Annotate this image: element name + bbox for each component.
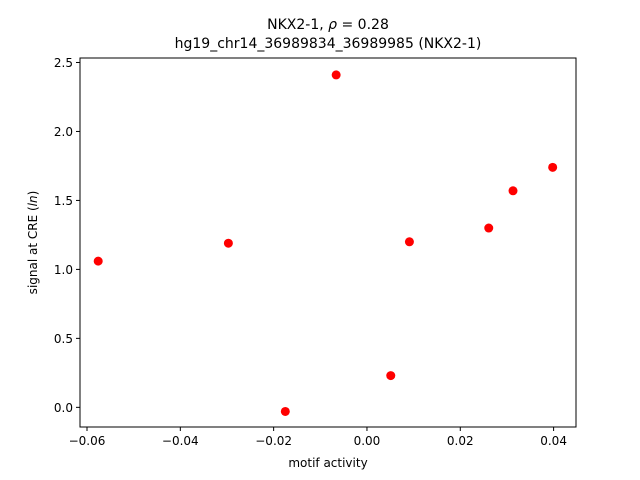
x-tick-label: −0.06 xyxy=(69,434,106,448)
scatter-point xyxy=(280,406,290,416)
y-tick-label: 1.0 xyxy=(54,263,73,277)
scatter-point xyxy=(548,162,558,172)
y-tick-label: 0.0 xyxy=(54,401,73,415)
plot-area: −0.06 −0.04 −0.02 0.00 0.02 0.04 0.0 0.5 1.0 1.5 2… xyxy=(54,56,567,448)
x-tick-label: 0.00 xyxy=(354,434,381,448)
scatter-point xyxy=(386,371,396,381)
scatter-point xyxy=(404,237,414,247)
scatter-point xyxy=(223,238,233,248)
x-axis-label: motif activity xyxy=(288,456,367,470)
scatter-point xyxy=(331,70,341,80)
x-tick-label: 0.02 xyxy=(447,434,474,448)
x-tick-label: −0.02 xyxy=(255,434,292,448)
scatter-point xyxy=(484,223,494,233)
y-tick-label: 2.0 xyxy=(54,125,73,139)
chart-title-line2: hg19_chr14_36989834_36989985 (NKX2-1) xyxy=(175,36,482,52)
y-axis-label: signal at CRE (ln) xyxy=(26,191,40,295)
x-tick-label: −0.04 xyxy=(162,434,199,448)
x-tick-label: 0.04 xyxy=(540,434,567,448)
y-tick-label: 1.5 xyxy=(54,194,73,208)
scatter-point xyxy=(93,256,103,266)
y-tick-label: 2.5 xyxy=(54,56,73,70)
y-tick-label: 0.5 xyxy=(54,332,73,346)
scatter-point xyxy=(508,186,518,196)
chart-title-line1: NKX2-1, ρ = 0.28 xyxy=(267,17,389,33)
axes-frame xyxy=(79,57,577,428)
